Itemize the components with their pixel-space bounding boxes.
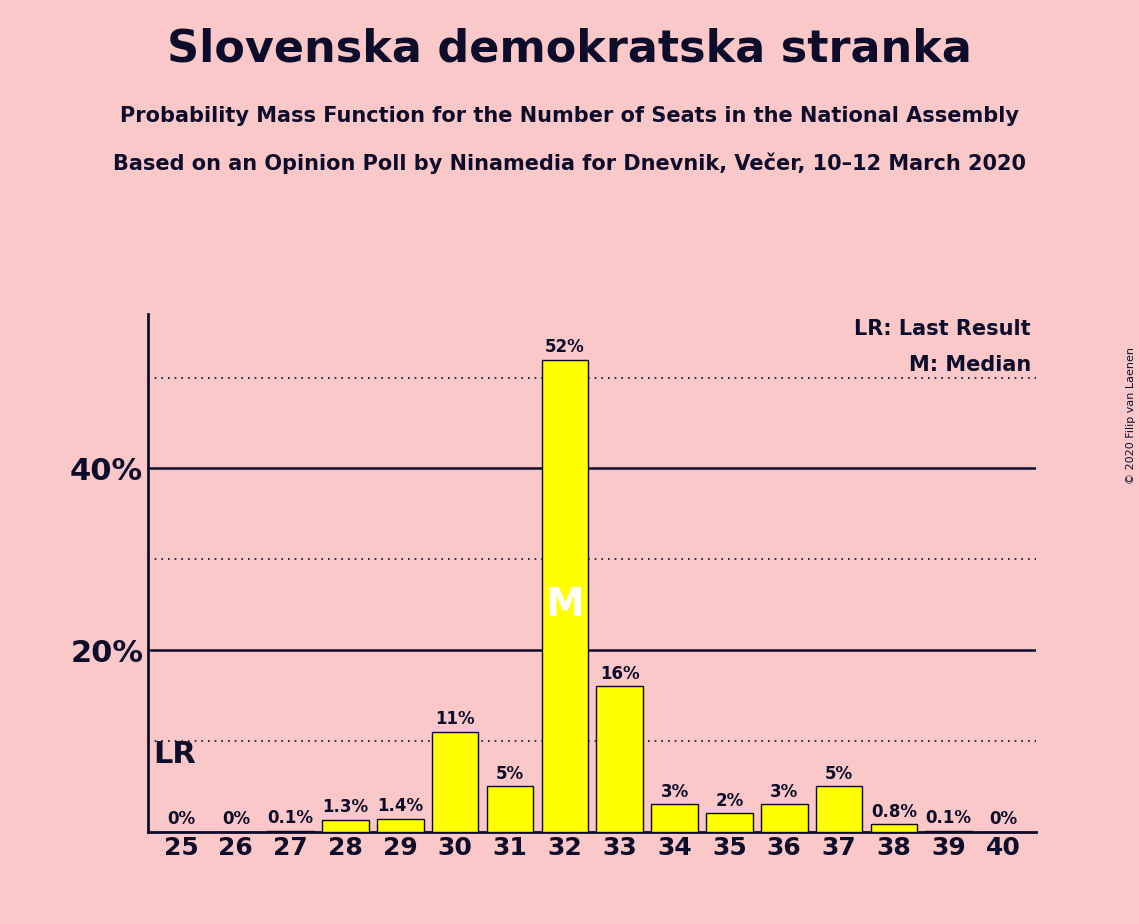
Text: M: Median: M: Median — [909, 355, 1031, 375]
Bar — [870, 824, 917, 832]
Text: 3%: 3% — [661, 783, 689, 801]
Text: Probability Mass Function for the Number of Seats in the National Assembly: Probability Mass Function for the Number… — [120, 106, 1019, 127]
Text: 0%: 0% — [990, 810, 1017, 828]
Text: 5%: 5% — [495, 764, 524, 783]
Text: LR: LR — [154, 740, 196, 769]
Bar — [432, 732, 478, 832]
Text: 1.3%: 1.3% — [322, 798, 369, 816]
Text: Slovenska demokratska stranka: Slovenska demokratska stranka — [167, 28, 972, 71]
Text: M: M — [546, 586, 584, 624]
Text: 0.1%: 0.1% — [926, 809, 972, 827]
Bar — [377, 819, 424, 832]
Text: LR: Last Result: LR: Last Result — [854, 319, 1031, 339]
Bar — [541, 359, 588, 832]
Text: 0.1%: 0.1% — [268, 809, 313, 827]
Bar — [597, 687, 644, 832]
Text: 0.8%: 0.8% — [871, 803, 917, 821]
Text: 16%: 16% — [600, 664, 639, 683]
Bar — [322, 820, 369, 832]
Text: 0%: 0% — [222, 810, 249, 828]
Bar — [652, 805, 698, 832]
Bar — [816, 786, 862, 832]
Text: Based on an Opinion Poll by Ninamedia for Dnevnik, Večer, 10–12 March 2020: Based on an Opinion Poll by Ninamedia fo… — [113, 152, 1026, 174]
Text: 2%: 2% — [715, 792, 744, 809]
Bar — [706, 813, 753, 832]
Bar — [761, 805, 808, 832]
Text: 1.4%: 1.4% — [377, 797, 424, 815]
Text: 5%: 5% — [825, 764, 853, 783]
Bar — [486, 786, 533, 832]
Text: 52%: 52% — [544, 338, 584, 356]
Text: 11%: 11% — [435, 711, 475, 728]
Text: 0%: 0% — [167, 810, 195, 828]
Text: © 2020 Filip van Laenen: © 2020 Filip van Laenen — [1126, 347, 1136, 484]
Text: 3%: 3% — [770, 783, 798, 801]
